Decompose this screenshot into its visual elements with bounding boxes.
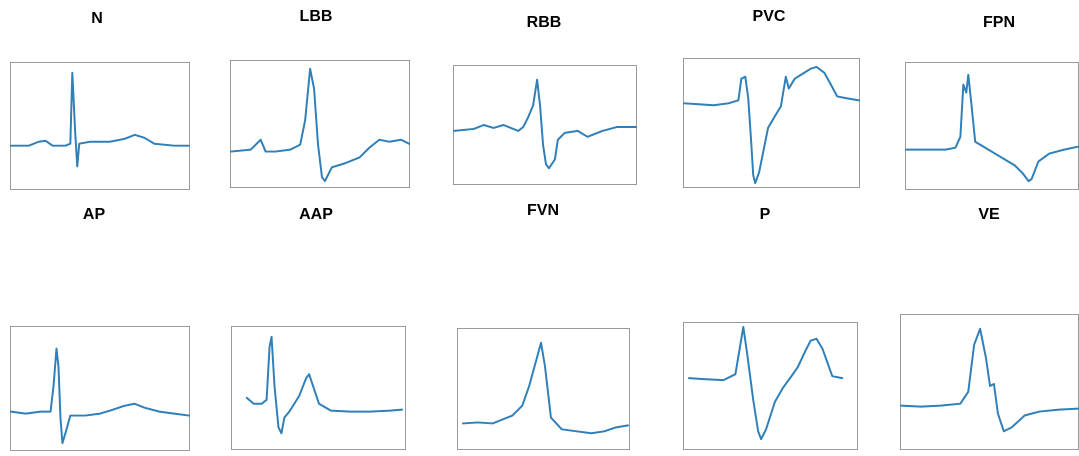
panel-label-ap: AP: [82, 206, 106, 223]
ecg-trace-pvc: [683, 65, 860, 185]
panel-label-fvn: FVN: [527, 202, 559, 219]
ecg-trace-fvn: [461, 341, 629, 435]
ecg-trace-aap: [245, 335, 404, 435]
panel-label-lbb: LBB: [299, 8, 333, 25]
panel-label-fpn: FPN: [983, 14, 1015, 31]
plot-fpn: [905, 62, 1079, 190]
panel-label-pvc: PVC: [752, 8, 786, 25]
panel-label-ve: VE: [978, 206, 1000, 223]
plot-p: [683, 322, 858, 450]
plot-lbb: [230, 60, 410, 188]
ecg-trace-ap: [10, 347, 190, 445]
plot-pvc: [683, 58, 860, 188]
plot-rbb: [453, 65, 637, 185]
ecg-trace-fpn: [905, 73, 1079, 183]
panel-label-rbb: RBB: [526, 14, 562, 31]
ecg-trace-ve: [900, 327, 1079, 433]
plot-fvn: [457, 328, 630, 450]
ecg-trace-rbb: [453, 78, 637, 170]
panel-label-p: P: [759, 206, 771, 223]
panel-label-n: N: [91, 10, 103, 27]
plot-ap: [10, 326, 190, 451]
panel-label-aap: AAP: [299, 206, 333, 223]
plot-ve: [900, 314, 1079, 450]
ecg-trace-n: [10, 71, 190, 168]
plot-aap: [231, 326, 406, 450]
ecg-trace-lbb: [230, 67, 410, 183]
ecg-trace-p: [687, 325, 844, 441]
plot-n: [10, 62, 190, 190]
